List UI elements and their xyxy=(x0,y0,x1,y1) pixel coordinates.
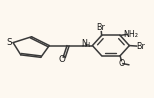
Text: Br: Br xyxy=(136,42,145,51)
Text: NH₂: NH₂ xyxy=(123,30,138,39)
Text: S: S xyxy=(6,38,12,47)
Text: H: H xyxy=(84,42,89,48)
Text: O: O xyxy=(59,55,65,64)
Text: N: N xyxy=(81,39,87,48)
Text: O: O xyxy=(118,59,125,68)
Text: Br: Br xyxy=(96,23,105,32)
